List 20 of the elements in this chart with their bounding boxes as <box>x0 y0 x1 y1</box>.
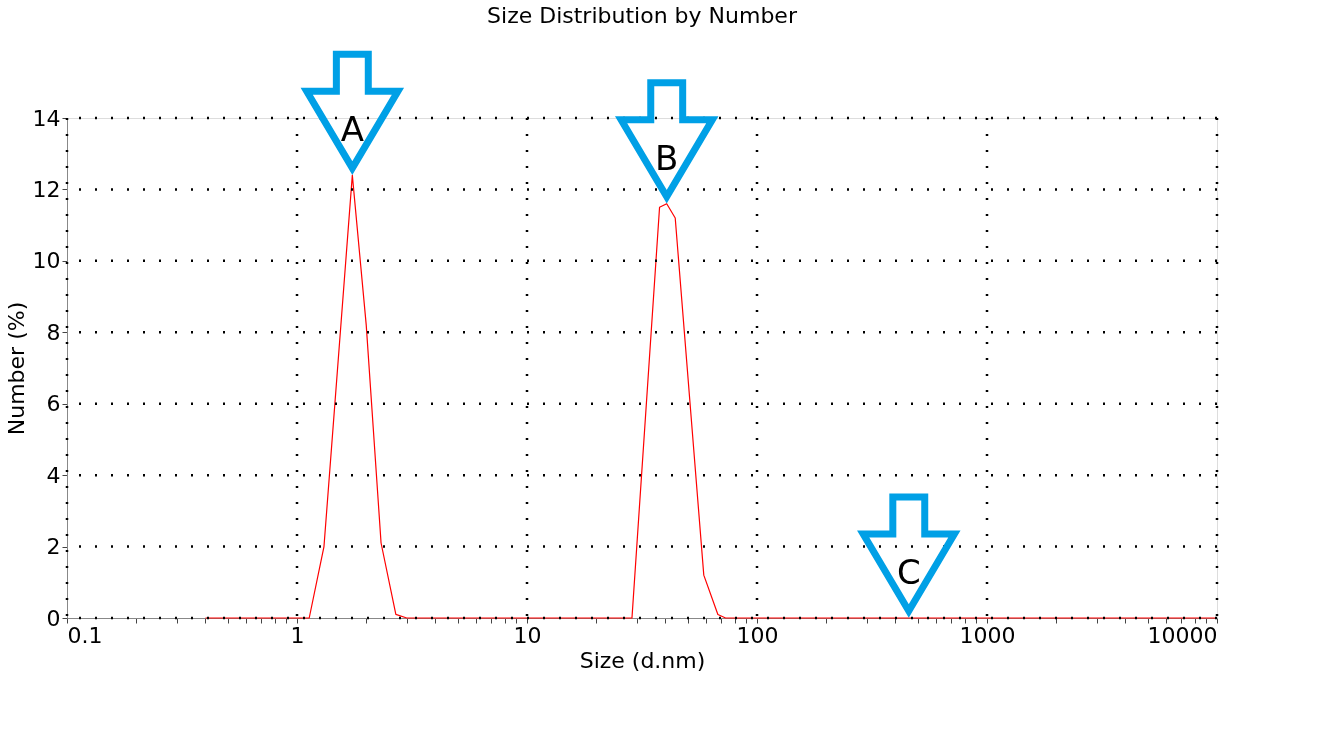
x-tick-label: 1000 <box>959 622 1016 648</box>
y-tick-label: 2 <box>46 534 61 560</box>
y-tick-label: 12 <box>32 176 61 202</box>
y-tick-label: 4 <box>46 462 61 488</box>
y-tick-label: 14 <box>32 105 61 131</box>
annotation: A <box>340 109 364 150</box>
y-axis-title: Number (%) <box>3 301 29 436</box>
chart-title: Size Distribution by Number <box>487 3 798 29</box>
x-tick-label: 100 <box>736 622 779 648</box>
annotation: C <box>896 552 921 592</box>
x-tick-label: 1 <box>290 622 305 648</box>
y-tick-label: 8 <box>46 319 61 345</box>
x-tick-label: 10 <box>513 622 542 648</box>
x-tick-label: 10000 <box>1147 622 1218 648</box>
x-tick-label: 0.1 <box>67 622 103 648</box>
y-tick-label: 6 <box>46 391 61 417</box>
annotation: B <box>655 137 679 178</box>
y-tick-label: 10 <box>32 248 61 274</box>
x-axis-title: Size (d.nm) <box>579 647 706 673</box>
y-tick-label: 0 <box>46 605 61 631</box>
